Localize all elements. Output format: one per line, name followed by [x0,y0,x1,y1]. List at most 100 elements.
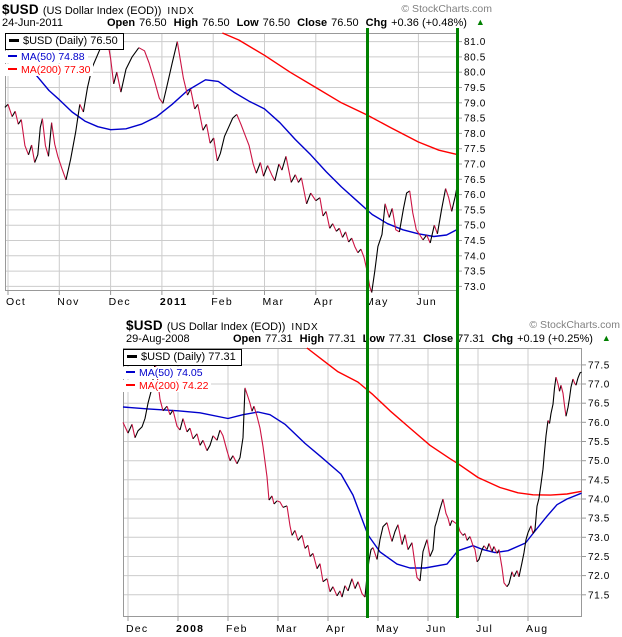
high-label: High [173,17,199,29]
chart-title-2011: $USD (US Dollar Index (EOD)) INDX [2,1,194,19]
price-line [560,385,567,417]
price-line [335,227,340,232]
y-tick-label: 75.5 [588,437,610,448]
x-tick-label: May [365,296,388,308]
quote-line-2008: 29-Aug-2008 Open 77.31 High 77.31 Low 77.31 Clo… [126,333,611,345]
y-tick-label: 74.5 [464,236,486,247]
price-line [213,137,218,161]
y-tick-label: 78.0 [464,129,486,140]
x-tick-label: Jun [426,623,447,635]
price-line [131,424,136,438]
price-line [319,563,324,582]
price-line [138,47,164,104]
price-line [357,248,362,254]
copyright-label: © StockCharts.com [529,319,620,331]
price-line [506,571,513,588]
price-line [192,433,198,440]
price-line-swatch-icon [9,38,19,42]
price-line [329,223,334,229]
open-label: Open [233,333,262,345]
price-line [17,119,22,125]
price-line [297,535,303,541]
price-line [127,424,133,434]
price-line [187,88,192,96]
price-line [216,429,221,441]
low-value: 77.31 [388,333,417,345]
ma50-line-swatch-icon [8,55,17,58]
price-line [316,563,321,569]
price-line [286,505,293,536]
price-line [276,500,284,508]
legend-entry-price-label: $USD (Daily) 77.31 [141,351,236,363]
price-line [518,525,532,577]
close-label: Close [423,333,454,345]
price-line [565,378,574,417]
price-line [274,163,280,181]
open-label: Open [107,17,136,29]
price-line [122,422,129,434]
legend-entry-ma50: MA(50) 74.05 [123,367,206,379]
legend-entry-ma50: MA(50) 74.88 [5,51,88,63]
y-tick-label: 74.0 [464,251,486,262]
legend-entry-ma200: MA(200) 74.22 [123,380,212,392]
price-line [294,174,299,183]
price-line [27,144,33,155]
price-line [282,505,288,508]
price-line [351,578,356,589]
y-tick-label: 73.0 [588,533,610,544]
price-line [7,104,13,117]
price-line [422,234,428,241]
y-tick-label: 81.0 [464,37,486,48]
price-line [332,586,338,597]
x-tick-label: Jul [476,623,493,635]
chg-value: +0.36 (+0.48%) [391,17,467,29]
price-line [315,197,321,202]
y-tick-label: 79.5 [464,83,486,94]
price-line [120,47,140,93]
price-line [251,405,255,412]
open-value: 76.50 [139,17,167,29]
x-tick-label: Mar [276,623,298,635]
price-line [322,578,328,583]
price-line [386,522,393,542]
price-line [466,536,471,541]
y-tick-label: 76.5 [464,175,486,186]
y-tick-label: 79.0 [464,98,486,109]
symbol-label: $USD [126,318,163,333]
green-annotation-line-may2011 [366,28,369,618]
exchange-label: INDX [167,6,195,17]
y-tick-label: 77.0 [588,380,610,391]
price-line [404,534,409,550]
low-label: Low [236,17,259,29]
price-line [575,371,582,386]
y-tick-label: 75.0 [588,456,610,467]
price-line [202,440,208,451]
x-tick-label: 2011 [160,296,188,308]
price-line [411,542,421,582]
price-line [401,534,406,545]
legend-entry-ma200-label: MA(200) 77.30 [21,64,91,76]
legend-entry-ma50-label: MA(50) 74.88 [21,51,85,63]
price-line [322,211,327,217]
x-tick-label: Jun [416,296,437,308]
price-line [216,113,238,162]
price-line [116,72,122,93]
ma50-line-swatch-icon [126,371,135,374]
price-line [190,88,196,110]
price-line [491,546,495,552]
price-line [281,156,287,171]
price-line [445,188,453,212]
price-line [236,114,257,174]
open-value: 77.31 [265,333,293,345]
price-line [300,177,308,204]
price-line [342,231,347,238]
price-line [166,406,171,415]
x-tick-label: Nov [57,296,79,308]
price-line [285,156,292,183]
price-line [384,203,390,218]
x-tick-label: Dec [109,296,131,308]
price-line [511,571,515,578]
ma200-line [222,32,459,156]
